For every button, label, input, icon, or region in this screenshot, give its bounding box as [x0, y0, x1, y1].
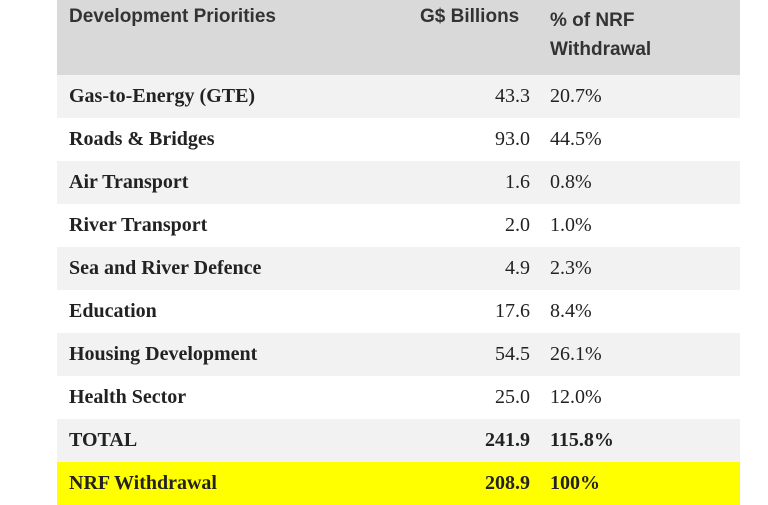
- header-development-priorities: Development Priorities: [69, 6, 276, 27]
- row-billions: 93.0: [495, 128, 530, 150]
- table-row: Housing Development 54.5 26.1%: [57, 333, 740, 376]
- row-percent: 0.8%: [550, 171, 592, 193]
- row-billions: 2.0: [505, 214, 530, 236]
- row-billions: 17.6: [495, 300, 530, 322]
- table-row: Gas-to-Energy (GTE) 43.3 20.7%: [57, 75, 740, 118]
- row-percent: 2.3%: [550, 257, 592, 279]
- table-row: Air Transport 1.6 0.8%: [57, 161, 740, 204]
- row-billions: 43.3: [495, 85, 530, 107]
- table-row: Health Sector 25.0 12.0%: [57, 376, 740, 419]
- row-label: River Transport: [69, 214, 208, 236]
- row-percent: 20.7%: [550, 85, 602, 107]
- header-gs-billions: G$ Billions: [420, 6, 520, 27]
- total-row: TOTAL 241.9 115.8%: [57, 419, 740, 462]
- table-row: Sea and River Defence 4.9 2.3%: [57, 247, 740, 290]
- row-percent: 12.0%: [550, 386, 602, 408]
- row-percent: 44.5%: [550, 128, 602, 150]
- table-header-row: Development Priorities G$ Billions % of …: [57, 0, 740, 75]
- nrf-percent: 100%: [550, 472, 600, 494]
- row-label: Air Transport: [69, 171, 189, 193]
- nrf-withdrawal-row: NRF Withdrawal 208.9 100%: [57, 462, 740, 505]
- row-label: Roads & Bridges: [69, 128, 215, 150]
- row-label: Education: [69, 300, 157, 322]
- row-label: Gas-to-Energy (GTE): [69, 85, 256, 107]
- row-billions: 25.0: [495, 386, 530, 408]
- row-percent: 8.4%: [550, 300, 592, 322]
- row-billions: 1.6: [505, 171, 530, 193]
- header-percent-line1: % of NRF: [550, 10, 635, 31]
- row-label: Housing Development: [69, 343, 258, 365]
- nrf-label: NRF Withdrawal: [69, 472, 217, 494]
- table-row: Roads & Bridges 93.0 44.5%: [57, 118, 740, 161]
- nrf-billions: 208.9: [485, 472, 530, 494]
- total-percent: 115.8%: [550, 429, 614, 451]
- total-label: TOTAL: [69, 429, 138, 451]
- row-percent: 1.0%: [550, 214, 592, 236]
- row-label: Sea and River Defence: [69, 257, 262, 279]
- row-label: Health Sector: [69, 386, 187, 408]
- development-priorities-table: Development Priorities G$ Billions % of …: [57, 0, 740, 505]
- header-percent-line2: Withdrawal: [550, 39, 652, 60]
- header-percent-nrf: % of NRF Withdrawal: [540, 0, 740, 64]
- row-billions: 4.9: [505, 257, 530, 279]
- table-row: Education 17.6 8.4%: [57, 290, 740, 333]
- row-billions: 54.5: [495, 343, 530, 365]
- table-row: River Transport 2.0 1.0%: [57, 204, 740, 247]
- total-billions: 241.9: [485, 429, 530, 451]
- row-percent: 26.1%: [550, 343, 602, 365]
